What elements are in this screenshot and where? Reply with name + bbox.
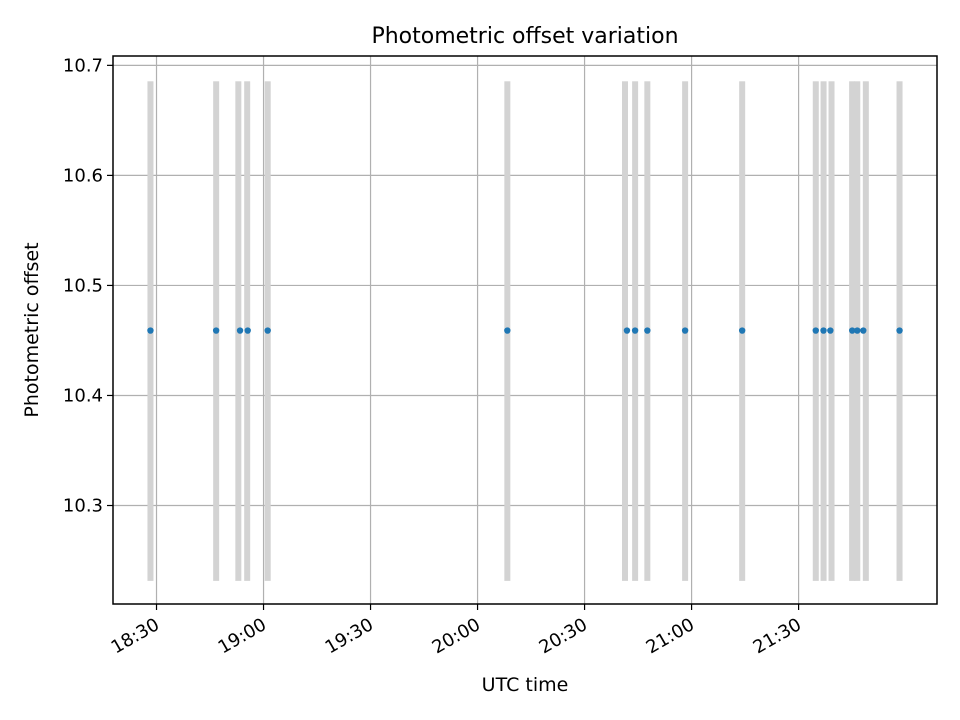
data-point: [236, 327, 244, 334]
data-point: [896, 327, 903, 334]
y-tick-label: 10.3: [63, 496, 103, 517]
data-point: [212, 327, 220, 334]
plot-frame: [112, 55, 938, 605]
data-point: [681, 327, 689, 334]
y-tick-label: 10.7: [63, 55, 103, 76]
y-axis-label: Photometric offset: [21, 242, 43, 417]
data-point: [244, 327, 251, 334]
data-points: [147, 327, 903, 334]
y-tick-label: 10.5: [63, 275, 103, 296]
data-point: [812, 327, 819, 334]
data-point: [820, 327, 827, 334]
data-point: [631, 327, 639, 334]
y-axis-ticks: 10.3 10.4 10.5 10.6 10.7: [63, 55, 113, 517]
data-point: [738, 327, 746, 334]
y-tick-label: 10.4: [63, 385, 103, 406]
data-point: [827, 327, 834, 334]
data-point: [849, 327, 856, 334]
grid: [113, 56, 937, 604]
y-tick-label: 10.6: [63, 165, 103, 186]
data-point: [854, 327, 861, 334]
chart-title: Photometric offset variation: [371, 24, 678, 49]
data-point: [504, 327, 511, 334]
data-point: [147, 327, 154, 334]
x-axis-label: UTC time: [482, 674, 569, 696]
data-point: [264, 327, 271, 334]
data-point: [644, 327, 651, 334]
data-point: [623, 327, 631, 334]
data-point: [860, 327, 867, 334]
